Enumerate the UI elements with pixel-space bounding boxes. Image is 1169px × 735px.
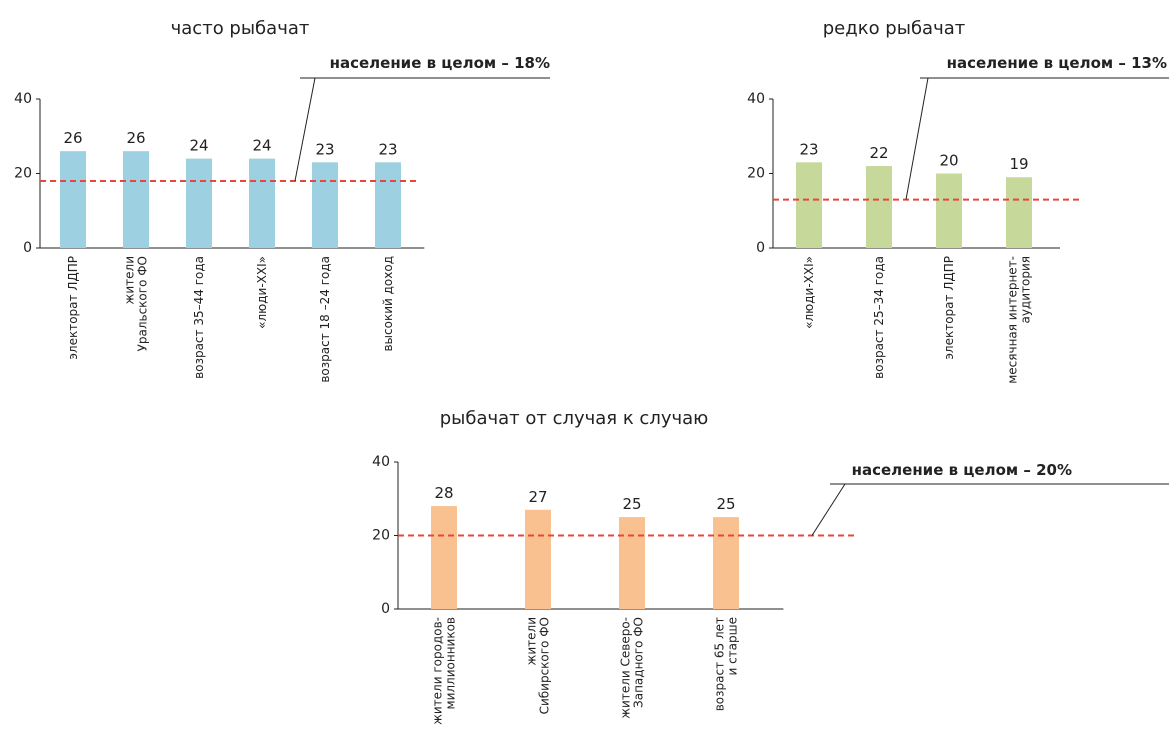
bar	[431, 506, 457, 609]
y-tick-label: 40	[372, 454, 390, 470]
x-tick-label: «люди-XXI»	[255, 256, 269, 329]
x-tick-label: жителиСибирского ФО	[525, 617, 552, 714]
reference-label: население в целом – 20%	[852, 461, 1072, 479]
y-tick-label: 0	[381, 601, 390, 617]
value-label: 24	[189, 137, 208, 155]
x-tick-label: жителиУральского ФО	[123, 256, 150, 351]
reference-label: население в целом – 18%	[330, 54, 550, 72]
value-label: 23	[315, 140, 334, 158]
value-label: 23	[799, 140, 818, 158]
chart-title: редко рыбачат	[823, 18, 965, 39]
bar	[375, 162, 401, 248]
x-tick-label: электорат ЛДПР	[942, 256, 956, 360]
y-tick-label: 20	[747, 166, 765, 182]
y-tick-label: 40	[14, 91, 32, 107]
x-tick-label: месячная интернет-аудитория	[1006, 256, 1033, 384]
y-tick-label: 20	[372, 528, 390, 544]
leader-line	[905, 77, 929, 200]
y-tick-label: 20	[14, 166, 32, 182]
bar	[713, 517, 739, 609]
value-label: 26	[126, 129, 145, 147]
x-tick-label: жители городов-миллионников	[431, 617, 458, 725]
chart-title: рыбачат от случая к случаю	[440, 408, 709, 429]
bar	[249, 158, 275, 248]
bar	[123, 151, 149, 248]
value-label: 25	[622, 495, 641, 513]
bar	[312, 162, 338, 248]
x-tick-label: возраст 18 –24 года	[318, 256, 332, 383]
value-label: 19	[1009, 155, 1028, 173]
x-tick-label: жители Северо-Западного ФО	[619, 617, 646, 719]
value-label: 20	[939, 152, 958, 170]
bar	[186, 158, 212, 248]
x-tick-label: электорат ЛДПР	[66, 256, 80, 360]
bar	[866, 166, 892, 248]
bar	[619, 517, 645, 609]
reference-label: население в целом – 13%	[947, 54, 1167, 72]
bar	[60, 151, 86, 248]
value-label: 22	[869, 144, 888, 162]
x-tick-label: возраст 25–34 года	[872, 256, 886, 379]
value-label: 26	[63, 129, 82, 147]
x-tick-label: возраст 65 лети старше	[713, 617, 740, 711]
value-label: 28	[434, 484, 453, 502]
value-label: 24	[252, 137, 271, 155]
chart-title: часто рыбачат	[171, 18, 310, 39]
x-tick-label: возраст 35–44 года	[192, 256, 206, 379]
bar	[525, 509, 551, 609]
x-tick-label: высокий доход	[381, 256, 395, 352]
value-label: 23	[378, 140, 397, 158]
x-tick-label: «люди-XXI»	[802, 256, 816, 329]
leader-line	[294, 77, 316, 182]
y-tick-label: 0	[756, 240, 765, 256]
value-label: 25	[716, 495, 735, 513]
bar	[1006, 177, 1032, 248]
leader-line	[811, 483, 846, 536]
y-tick-label: 40	[747, 91, 765, 107]
value-label: 27	[528, 488, 547, 506]
bar	[796, 162, 822, 248]
y-tick-label: 0	[23, 240, 32, 256]
bar	[936, 173, 962, 248]
